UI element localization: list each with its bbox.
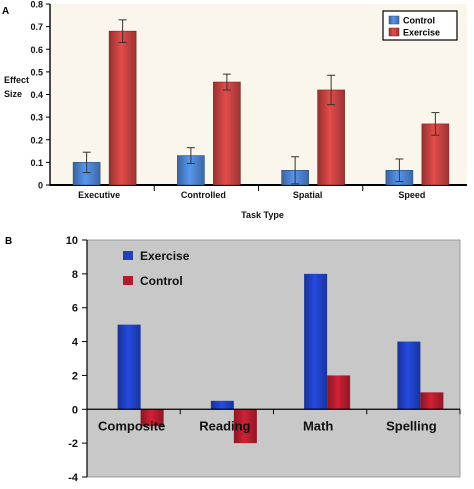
bar-exercise [317,89,345,186]
bar-exercise [213,81,241,186]
y-axis-label: Size [4,89,22,99]
y-tick-label: 0.7 [30,22,43,32]
x-tick-label: Executive [78,190,120,200]
y-tick-label: 10 [66,235,78,247]
legend-label-control: Control [403,16,435,26]
bar-exercise [108,30,137,186]
x-tick-label: Composite [98,418,165,433]
y-tick-label: 6 [72,303,78,315]
legend-swatch-control [388,15,400,25]
y-tick-label: 0.8 [30,0,43,10]
y-tick-label: 0.6 [30,45,43,55]
bar-control [327,375,351,410]
y-tick-label: 4 [72,337,79,349]
y-tick-label: 0 [72,404,78,416]
bar-exercise [304,273,328,410]
x-tick-label: Reading [199,418,250,433]
y-tick-label: 0.3 [30,113,43,123]
y-tick-label: -4 [68,472,79,484]
bar-exercise [117,324,141,410]
legend-swatch-control [123,276,133,285]
y-tick-label: 0.4 [30,90,43,100]
bar-exercise [397,341,421,410]
x-axis-label: Task Type [241,210,284,220]
y-tick-label: 0.1 [30,158,43,168]
x-tick-label: Spatial [293,190,323,200]
bar-control [420,392,444,410]
bar-control [233,409,257,444]
bar-exercise [210,400,234,410]
bar-control [140,409,164,427]
y-tick-label: 2 [72,370,78,382]
x-tick-label: Spelling [386,418,437,433]
legend-label-exercise: Exercise [403,28,440,38]
y-tick-label: 0 [38,181,43,191]
panel-label: B [5,236,12,247]
x-tick-label: Speed [398,190,425,200]
legend-swatch-exercise [123,251,133,260]
y-tick-label: -2 [68,438,78,450]
x-tick-label: Controlled [181,190,226,200]
y-tick-label: 0.2 [30,135,43,145]
y-tick-label: 8 [72,269,78,281]
y-axis-label: Effect [4,75,29,85]
panel-label: A [2,6,9,17]
y-tick-label: 0.5 [30,67,43,77]
legend-swatch-exercise [388,27,400,37]
legend-label-control: Control [140,274,183,288]
x-tick-label: Math [303,418,333,433]
legend-label-exercise: Exercise [140,249,190,263]
